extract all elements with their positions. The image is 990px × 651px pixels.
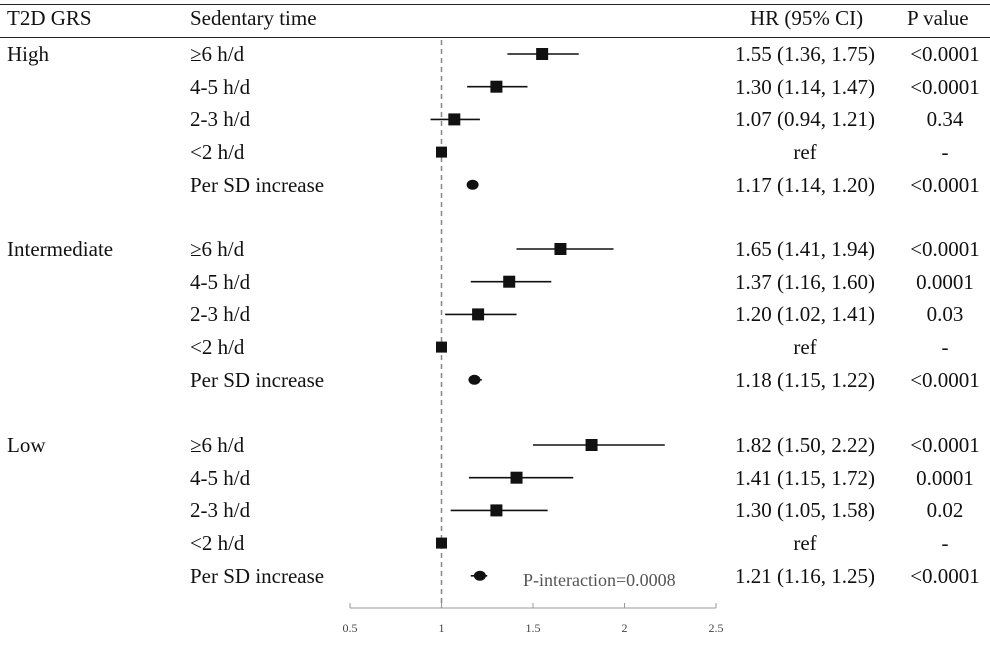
p-value-text: - bbox=[941, 531, 949, 556]
point-estimate-square bbox=[585, 439, 598, 451]
p-value-text: <0.0001 bbox=[910, 42, 980, 66]
point-estimate-square bbox=[448, 113, 461, 126]
point-estimate-square bbox=[510, 471, 523, 484]
row-label: 4-5 h/d bbox=[190, 269, 251, 294]
header-group: T2D GRS bbox=[7, 6, 92, 30]
x-tick-label: 0.5 bbox=[343, 621, 358, 635]
point-estimate-square bbox=[472, 308, 485, 321]
point-estimate-circle bbox=[473, 570, 486, 581]
hr-ci-text: 1.21 (1.16, 1.25) bbox=[735, 563, 875, 588]
row-label: ≥6 h/d bbox=[190, 433, 245, 457]
point-estimate-square bbox=[436, 146, 447, 158]
header-p: P value bbox=[907, 6, 969, 30]
point-estimate-square bbox=[503, 275, 516, 288]
p-value-text: 0.0001 bbox=[916, 465, 974, 490]
hr-ci-text: 1.20 (1.02, 1.41) bbox=[735, 302, 875, 327]
point-estimate-square bbox=[490, 80, 503, 93]
p-value-text: 0.0001 bbox=[916, 269, 974, 294]
x-tick-label: 1.5 bbox=[526, 621, 541, 635]
row-label: Per SD increase bbox=[190, 172, 325, 197]
hr-ci-text: ref bbox=[793, 335, 817, 360]
hr-ci-text: ref bbox=[793, 531, 817, 556]
row-label: Per SD increase bbox=[190, 367, 325, 392]
hr-ci-text: 1.30 (1.05, 1.58) bbox=[735, 498, 875, 523]
point-estimate-square bbox=[536, 48, 549, 60]
row-label: 4-5 h/d bbox=[190, 74, 251, 99]
row-label: <2 h/d bbox=[190, 531, 245, 556]
header-rule bbox=[0, 37, 990, 38]
p-value-text: <0.0001 bbox=[910, 433, 980, 457]
row-label: 2-3 h/d bbox=[190, 302, 251, 327]
x-tick-label: 1 bbox=[439, 621, 445, 635]
p-value-text: 0.03 bbox=[926, 302, 964, 327]
row-label: ≥6 h/d bbox=[190, 237, 245, 261]
row-label: 4-5 h/d bbox=[190, 465, 251, 490]
group-label: High bbox=[7, 42, 49, 66]
point-estimate-circle bbox=[466, 179, 479, 190]
hr-ci-text: 1.17 (1.14, 1.20) bbox=[735, 172, 875, 197]
p-interaction-annotation: P-interaction=0.0008 bbox=[523, 570, 676, 590]
hr-ci-text: 1.55 (1.36, 1.75) bbox=[735, 42, 875, 66]
header-sedentary: Sedentary time bbox=[190, 6, 317, 30]
p-value-text: 0.02 bbox=[926, 498, 964, 523]
hr-ci-text: 1.37 (1.16, 1.60) bbox=[735, 269, 875, 294]
row-label: ≥6 h/d bbox=[190, 42, 245, 66]
point-estimate-square bbox=[436, 341, 447, 353]
p-value-text: - bbox=[941, 335, 949, 360]
hr-ci-text: 1.30 (1.14, 1.47) bbox=[735, 74, 875, 99]
hr-ci-text: 1.82 (1.50, 2.22) bbox=[735, 433, 875, 457]
hr-ci-text: ref bbox=[793, 140, 817, 165]
group-label: Intermediate bbox=[7, 237, 114, 261]
row-label: <2 h/d bbox=[190, 335, 245, 360]
point-estimate-square bbox=[490, 504, 503, 517]
point-estimate-circle bbox=[468, 374, 481, 385]
point-estimate-square bbox=[554, 243, 567, 255]
hr-ci-text: 1.18 (1.15, 1.22) bbox=[735, 367, 875, 392]
row-label: 2-3 h/d bbox=[190, 498, 251, 523]
point-estimate-square bbox=[436, 537, 447, 549]
p-value-text: <0.0001 bbox=[910, 367, 980, 392]
hr-ci-text: 1.65 (1.41, 1.94) bbox=[735, 237, 875, 261]
x-tick-label: 2.5 bbox=[709, 621, 724, 635]
x-tick-label: 2 bbox=[622, 621, 628, 635]
table-top-rule bbox=[0, 4, 990, 5]
p-value-text: <0.0001 bbox=[910, 563, 980, 588]
p-value-text: <0.0001 bbox=[910, 74, 980, 99]
p-value-text: <0.0001 bbox=[910, 172, 980, 197]
header-hr: HR (95% CI) bbox=[750, 6, 864, 30]
row-label: 2-3 h/d bbox=[190, 107, 251, 132]
p-value-text: <0.0001 bbox=[910, 237, 980, 261]
p-value-text: 0.34 bbox=[926, 107, 964, 132]
group-label: Low bbox=[7, 433, 46, 457]
hr-ci-text: 1.41 (1.15, 1.72) bbox=[735, 465, 875, 490]
row-label: <2 h/d bbox=[190, 140, 245, 165]
p-value-text: - bbox=[941, 140, 949, 165]
row-label: Per SD increase bbox=[190, 563, 325, 588]
hr-ci-text: 1.07 (0.94, 1.21) bbox=[735, 107, 875, 132]
